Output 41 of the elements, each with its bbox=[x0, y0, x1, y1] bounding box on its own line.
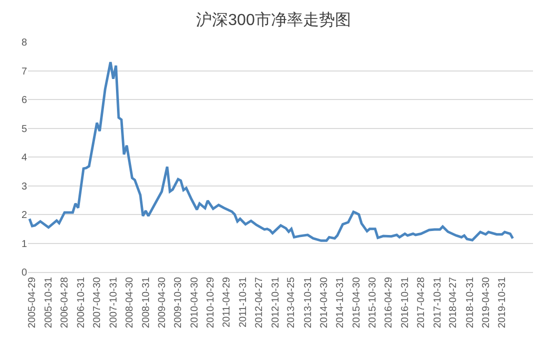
x-tick-label: 2016-04-29 bbox=[384, 276, 395, 328]
x-tick-label: 2005-04-29 bbox=[27, 276, 38, 328]
x-tick-label: 2006-10-31 bbox=[76, 276, 88, 328]
x-tick-label: 2019-04-30 bbox=[480, 276, 492, 328]
y-tick-label: 1 bbox=[21, 238, 28, 250]
x-tick-label: 2010-10-29 bbox=[205, 276, 216, 328]
y-tick-label: 7 bbox=[21, 66, 28, 78]
x-tick-label: 2011-04-29 bbox=[222, 276, 233, 328]
x-tick-label: 2012-10-31 bbox=[270, 276, 282, 328]
x-tick-label: 2007-04-30 bbox=[92, 276, 104, 328]
x-tick-label: 2014-10-31 bbox=[335, 276, 346, 328]
x-tick-label: 2018-10-31 bbox=[464, 276, 476, 328]
x-tick-label: 2017-10-31 bbox=[432, 276, 444, 328]
x-tick-label: 2007-10-31 bbox=[108, 276, 120, 328]
y-tick-label: 0 bbox=[21, 268, 28, 278]
x-tick-label: 2005-10-31 bbox=[44, 276, 55, 328]
x-tick-label: 2008-10-31 bbox=[140, 276, 152, 328]
x-tick-label: 2019-10-31 bbox=[497, 276, 508, 328]
x-tick-label: 2017-04-28 bbox=[416, 276, 427, 328]
x-tick-label: 2012-04-27 bbox=[254, 276, 265, 328]
y-tick-label: 5 bbox=[21, 124, 28, 135]
x-tick-label: 2010-04-30 bbox=[189, 276, 200, 328]
y-tick-label: 4 bbox=[21, 152, 28, 164]
x-tick-label: 2013-04-25 bbox=[286, 276, 298, 328]
x-tick-label: 2015-10-30 bbox=[368, 276, 379, 328]
y-tick-label: 3 bbox=[21, 181, 28, 192]
y-tick-label: 2 bbox=[21, 210, 28, 221]
x-tick-label: 2015-04-30 bbox=[351, 276, 362, 328]
x-tick-label: 2008-04-30 bbox=[124, 276, 136, 328]
x-tick-label: 2016-10-31 bbox=[400, 276, 412, 328]
x-tick-label: 2013-10-31 bbox=[302, 276, 314, 328]
x-tick-label: 2009-04-30 bbox=[156, 276, 168, 328]
y-tick-label: 8 bbox=[21, 38, 28, 48]
x-tick-label: 2014-04-30 bbox=[318, 276, 330, 328]
y-tick-label: 6 bbox=[21, 95, 28, 106]
line-series bbox=[28, 60, 514, 242]
x-tick-label: 2009-10-30 bbox=[173, 276, 184, 328]
x-tick-label: 2011-10-31 bbox=[238, 276, 250, 328]
chart-title: 沪深300市净率走势图 bbox=[196, 11, 351, 30]
x-tick-label: 2018-04-27 bbox=[448, 276, 460, 328]
x-tick-label: 2006-04-28 bbox=[60, 276, 71, 328]
